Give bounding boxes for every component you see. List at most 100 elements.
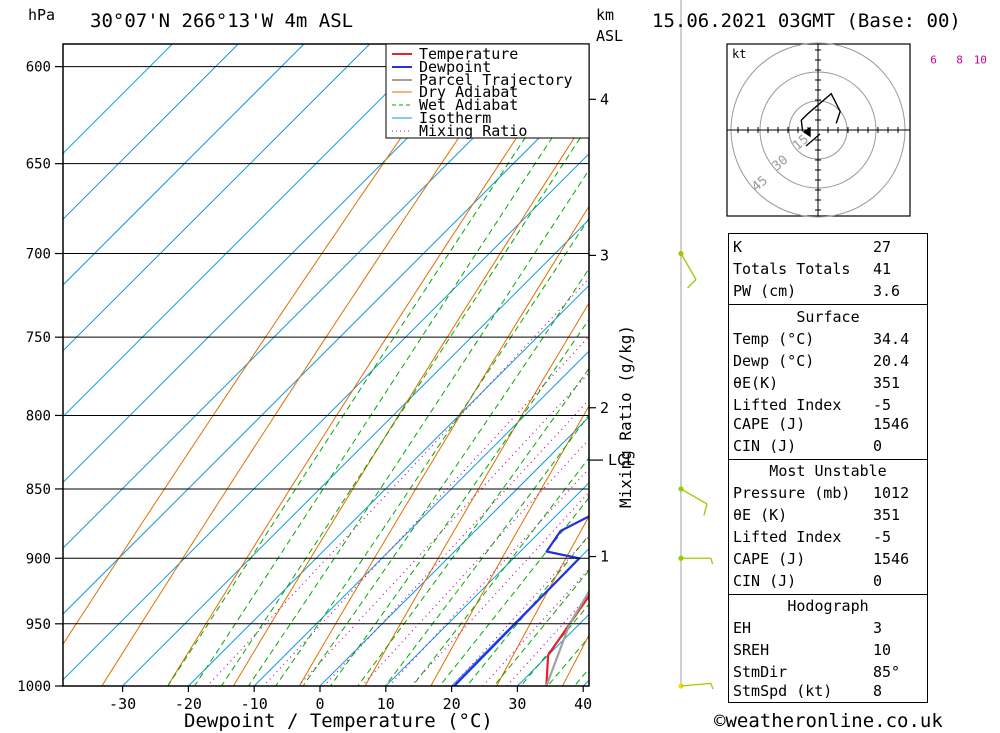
index-value: 0: [873, 437, 883, 455]
temperature-tick-label: 20: [443, 695, 461, 713]
wind-barb: [678, 486, 708, 516]
legend-label-temperature: Temperature: [419, 45, 518, 63]
dry-adiabat-line: [167, 44, 580, 686]
datetime-title: 15.06.2021 03GMT (Base: 00): [652, 10, 961, 32]
index-value: 351: [873, 374, 901, 392]
mixing-ratio-line: [206, 277, 589, 686]
index-label: CAPE (J): [733, 415, 806, 433]
index-value: 27: [873, 238, 892, 256]
hodograph-unit: kt: [732, 47, 746, 61]
index-label: SREH: [733, 641, 770, 659]
wet-adiabat-line: [466, 534, 589, 686]
wet-adiabat-line: [193, 80, 589, 686]
height-tick-label: 4: [600, 90, 609, 108]
index-value: 34.4: [873, 330, 910, 348]
index-value: 1012: [873, 484, 910, 502]
mixing-ratio-label: 10: [974, 54, 987, 67]
pressure-tick-label: 700: [26, 247, 51, 263]
dry-adiabat-line: [298, 205, 589, 686]
height-tick-label: 1: [600, 548, 609, 566]
index-label: PW (cm): [733, 282, 797, 300]
legend-label-isotherm: Isotherm: [419, 109, 491, 127]
wet-adiabat-line: [439, 496, 589, 686]
legend-label-parcel: Parcel Trajectory: [419, 71, 573, 89]
mixing-ratio-label: 6: [930, 54, 937, 67]
location-title: 30°07'N 266°13'W 4m ASL: [90, 10, 353, 32]
hodograph-trace: [800, 92, 841, 132]
index-value: 10: [873, 641, 892, 659]
dry-adiabat-line: [932, 0, 1000, 733]
pressure-tick-label: 850: [26, 482, 51, 498]
index-label: Lifted Index: [733, 396, 842, 414]
pressure-tick-label: 800: [26, 408, 51, 424]
x-axis-label: Dewpoint / Temperature (°C): [184, 710, 493, 732]
isotherm-line: [121, 218, 589, 686]
index-label: StmDir: [733, 663, 788, 681]
hodograph-title: Hodograph: [787, 597, 869, 615]
credit: ©weatheronline.co.uk: [714, 710, 943, 732]
isotherm-line: [253, 350, 589, 686]
wind-barb-flag: [703, 503, 708, 516]
temperature-tick-label: -10: [241, 695, 268, 713]
dry-adiabat-line: [430, 405, 589, 686]
wind-barb: [678, 555, 714, 565]
index-label: CIN (J): [733, 437, 797, 455]
dry-adiabat-line: [101, 44, 523, 686]
wind-barb: [678, 682, 714, 690]
index-value: 85°: [873, 663, 901, 681]
height-unit-asl: ASL: [596, 27, 623, 45]
storm-motion-arrow: [802, 126, 821, 147]
wind-barb-shaft: [680, 488, 708, 505]
wet-adiabat-line: [493, 569, 589, 686]
legend-label-wet-adiabat: Wet Adiabat: [419, 96, 518, 114]
pressure-tick-label: 950: [26, 617, 51, 633]
wind-barb-flag: [687, 279, 697, 289]
mixing-ratio-axis-label: Mixing Ratio (g/kg): [616, 325, 635, 508]
wet-adiabat-line: [275, 217, 589, 686]
index-label: EH: [733, 619, 752, 637]
wind-barb-flag: [710, 683, 714, 690]
index-value: 20.4: [873, 352, 910, 370]
index-label: θE (K): [733, 506, 788, 524]
index-label: Pressure (mb): [733, 484, 851, 502]
isotherm-line: [187, 284, 589, 686]
pressure-tick-label: 650: [26, 157, 51, 173]
temperature-tick-label: 0: [315, 695, 324, 713]
legend-label-mixing-ratio: Mixing Ratio: [419, 122, 527, 140]
legend: Temperature Dewpoint Parcel Trajectory D…: [385, 43, 590, 140]
height-tick-label: 3: [600, 246, 609, 264]
wind-barb-dot: [678, 250, 684, 257]
dry-adiabat-line: [232, 114, 589, 686]
legend-label-dewpoint: Dewpoint: [419, 58, 491, 76]
mixing-ratio-label: 8: [956, 54, 963, 67]
index-value: 1546: [873, 415, 910, 433]
index-value: 3: [873, 619, 883, 637]
pressure-tick-label: 750: [26, 330, 51, 346]
wind-profile: [678, 0, 714, 690]
lcl-label: LCL: [608, 451, 635, 469]
index-label: θE(K): [733, 374, 779, 392]
wet-adiabat-line: [247, 169, 589, 686]
wind-barb: [678, 250, 697, 289]
temperature-tick-label: 40: [574, 695, 592, 713]
index-label: Dewp (°C): [733, 352, 815, 370]
indices-panel: K 27 Totals Totals 41 PW (cm) 3.6 Surface T…: [728, 233, 928, 703]
temperature-tick-label: -30: [109, 695, 136, 713]
index-value: 1546: [873, 550, 910, 568]
legend-label-dry-adiabat: Dry Adiabat: [419, 83, 518, 101]
index-value: 0: [873, 572, 883, 590]
index-label: Totals Totals: [733, 260, 851, 278]
index-label: Temp (°C): [733, 330, 815, 348]
index-value: 41: [873, 260, 892, 278]
height-tick-label: 2: [600, 399, 609, 417]
wet-adiabat-line: [302, 267, 589, 686]
index-value: 351: [873, 506, 901, 524]
pressure-tick-label: 1000: [17, 679, 51, 695]
